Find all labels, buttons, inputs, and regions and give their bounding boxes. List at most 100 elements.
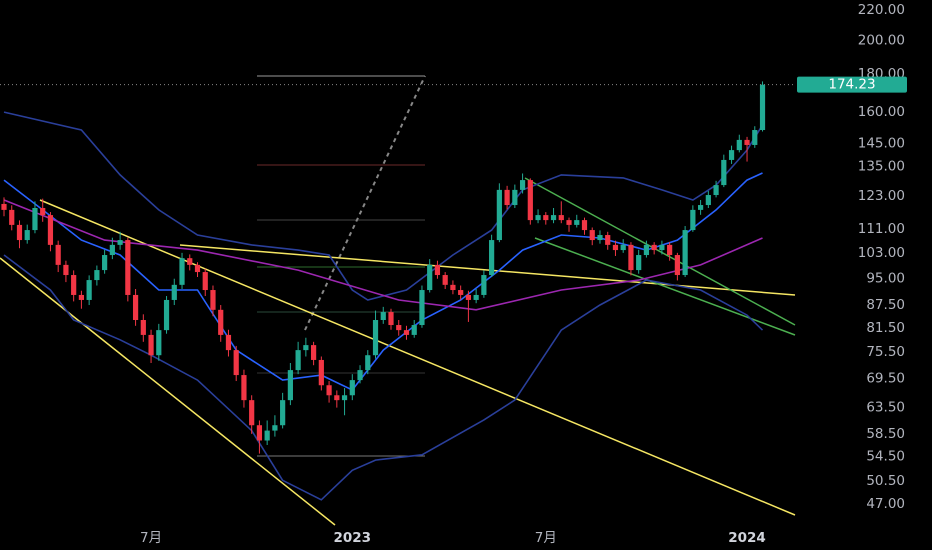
candle-body: [264, 430, 270, 441]
y-tick-label: 50.50: [866, 473, 905, 489]
candle-body: [357, 370, 363, 381]
candle-body: [465, 294, 471, 300]
y-tick-label: 95.00: [866, 271, 905, 287]
candle-body: [736, 139, 742, 151]
candle-body: [32, 207, 38, 231]
candle-body: [225, 334, 232, 351]
candle-body: [148, 334, 154, 356]
candle-body: [40, 207, 46, 216]
candle-body: [589, 230, 595, 241]
y-tick-label: 63.50: [866, 400, 905, 416]
candle-body: [318, 359, 324, 386]
candle-body: [109, 244, 115, 256]
candle-body: [481, 275, 487, 295]
candle-body: [63, 264, 69, 276]
candle-body: [605, 235, 611, 245]
y-tick-label: 220.00: [858, 2, 905, 18]
candle-body: [651, 244, 657, 251]
candle-body: [713, 185, 719, 196]
candle-body: [496, 189, 502, 241]
candle-body: [543, 215, 549, 221]
candle-body: [349, 380, 355, 396]
candle-body: [388, 312, 394, 326]
y-tick-label: 54.50: [866, 449, 905, 465]
candle-body: [55, 244, 61, 265]
candle-body: [311, 345, 317, 360]
trend-line: [179, 244, 796, 296]
candle-body: [326, 385, 332, 396]
y-tick-label: 87.50: [866, 297, 905, 313]
candle-body: [202, 272, 208, 291]
y-tick-label: 145.00: [858, 135, 905, 151]
candle-body: [233, 350, 239, 376]
candle-body: [535, 215, 541, 221]
candle-body: [171, 284, 177, 300]
y-tick-label: 75.50: [866, 344, 905, 360]
candle-body: [218, 309, 224, 335]
candle-body: [489, 240, 495, 276]
y-tick-label: 135.00: [858, 158, 905, 174]
candle-body: [272, 425, 278, 431]
candle-body: [303, 345, 309, 351]
y-tick-label: 47.00: [866, 496, 905, 512]
candle-body: [721, 159, 727, 186]
candle-body: [179, 258, 185, 285]
candle-body: [434, 264, 441, 276]
candle-body: [341, 395, 348, 401]
candle-body: [411, 325, 417, 335]
candle-body: [698, 205, 704, 210]
candle-body: [125, 240, 131, 295]
indicator-line: [3, 199, 763, 311]
candle-body: [194, 264, 201, 273]
candle-body: [581, 220, 588, 231]
y-tick-label: 111.00: [858, 221, 905, 237]
candle-body: [372, 320, 379, 356]
candle-body: [558, 215, 564, 221]
candle-body: [612, 244, 619, 251]
candle-body: [380, 312, 386, 321]
candle-body: [78, 294, 84, 300]
candle-body: [156, 330, 162, 356]
x-tick-label: 7月: [140, 530, 162, 546]
candle-body: [682, 230, 688, 276]
indicator-line: [3, 172, 763, 392]
candle-body: [210, 290, 216, 310]
candle-body: [574, 220, 580, 225]
indicator-line: [3, 254, 764, 501]
last-price-tag: 174.23: [797, 76, 907, 93]
candle-body: [519, 180, 526, 190]
candle-body: [667, 244, 673, 256]
candle-body: [256, 425, 263, 441]
candle-body: [566, 220, 572, 225]
y-tick-label: 69.50: [866, 371, 905, 387]
drawings: [0, 75, 796, 526]
candle-body: [47, 215, 54, 245]
candle-body: [140, 320, 146, 335]
candle-body: [71, 275, 77, 295]
candle-body: [1, 203, 7, 210]
indicator-line: [3, 111, 764, 301]
candle-body: [759, 84, 766, 131]
candle-body: [102, 255, 108, 271]
channel-line: [524, 177, 796, 326]
candle-body: [597, 235, 603, 241]
candle-body: [16, 224, 23, 241]
candle-body: [132, 294, 139, 321]
y-tick-label: 103.00: [858, 245, 905, 261]
candle-body: [334, 395, 340, 401]
y-tick-label: 200.00: [858, 33, 905, 49]
candle-body: [117, 240, 123, 245]
candle-body: [287, 370, 293, 401]
trend-line: [39, 199, 796, 516]
candle-body: [473, 294, 479, 300]
candle-body: [458, 290, 464, 295]
candle-body: [163, 299, 170, 331]
last-price-box: [797, 76, 907, 93]
candle-body: [86, 280, 92, 300]
y-tick-label: 123.00: [858, 188, 905, 204]
candle-body: [295, 350, 301, 371]
candle-body: [752, 130, 758, 145]
candle-body: [550, 215, 557, 221]
candle-body: [427, 264, 433, 291]
y-tick-label: 81.50: [866, 320, 905, 336]
